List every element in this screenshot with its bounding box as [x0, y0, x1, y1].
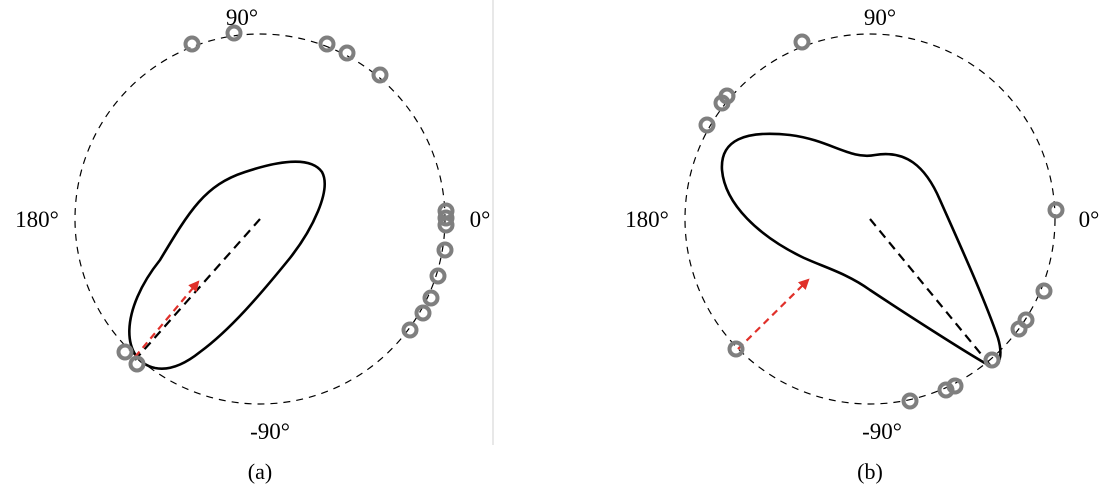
marker	[437, 216, 455, 234]
panel-a: 90° 180° 0° -90° (a)	[15, 5, 490, 484]
panel-a-caption: (a)	[248, 459, 272, 484]
marker	[727, 340, 745, 358]
marker	[793, 33, 811, 51]
marker	[225, 24, 243, 42]
panel-b-label-top: 90°	[864, 5, 896, 30]
marker	[901, 392, 919, 410]
panel-b: 90° 180° 0° -90° (b)	[625, 5, 1099, 484]
marker	[116, 343, 134, 361]
marker	[371, 66, 389, 84]
panel-a-label-bottom: -90°	[250, 419, 290, 444]
panel-b-label-left: 180°	[625, 207, 669, 232]
panel-b-label-bottom: -90°	[862, 419, 902, 444]
panel-b-reference-circle	[684, 33, 1056, 405]
marker	[436, 241, 454, 259]
panel-a-red-dashed-arrow	[134, 280, 200, 358]
marker	[698, 116, 716, 134]
marker	[713, 94, 731, 112]
marker	[1035, 282, 1053, 300]
panel-b-markers	[698, 33, 1065, 410]
panel-b-caption: (b)	[857, 459, 883, 484]
marker	[422, 289, 440, 307]
panel-b-distribution-shape	[720, 132, 1002, 368]
marker	[318, 35, 336, 53]
panel-a-distribution-shape	[128, 160, 326, 370]
panel-b-red-dashed-arrow	[737, 278, 810, 350]
panel-b-label-right: 0°	[1079, 207, 1100, 232]
marker	[1047, 201, 1065, 219]
marker	[429, 267, 447, 285]
panel-a-label-left: 180°	[15, 207, 59, 232]
panel-a-label-top: 90°	[226, 5, 258, 30]
marker	[937, 381, 955, 399]
panel-a-label-right: 0°	[470, 207, 491, 232]
marker	[183, 35, 201, 53]
marker	[437, 209, 455, 227]
panel-a-markers	[116, 24, 455, 373]
marker	[414, 304, 432, 322]
marker	[1010, 320, 1028, 338]
marker	[338, 44, 356, 62]
marker	[401, 321, 419, 339]
panel-a-black-dashed-arrow	[134, 218, 261, 361]
marker	[128, 355, 146, 373]
marker	[983, 351, 1001, 369]
panel-b-black-dashed-arrow	[869, 218, 991, 366]
